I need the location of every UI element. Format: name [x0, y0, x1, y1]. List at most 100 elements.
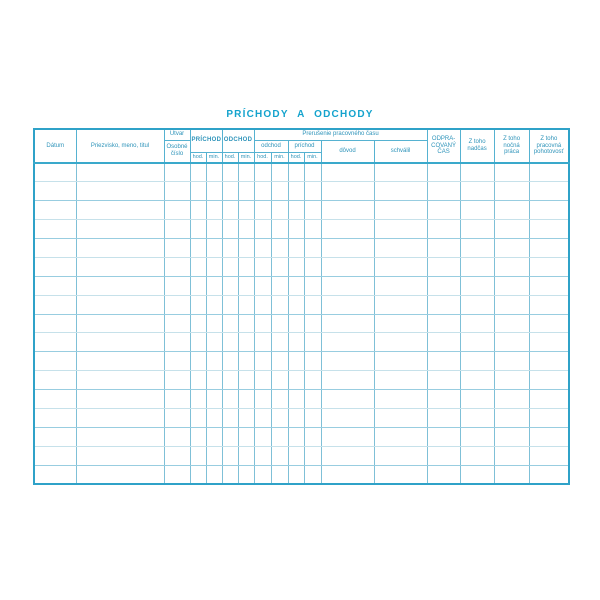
cell-odchod-min	[237, 332, 255, 353]
cell-prerusenie-prichod-hod	[287, 465, 305, 484]
header-datum: Dátum	[33, 128, 77, 164]
cell-z-toho-nadcas	[459, 181, 495, 202]
table-row	[33, 314, 570, 334]
cell-priezvisko	[75, 276, 165, 296]
cell-priezvisko	[75, 332, 165, 353]
cell-odchod-hod	[221, 200, 239, 221]
cell-prichod-hod	[189, 427, 207, 447]
cell-prerusenie-prichod-min	[303, 408, 322, 428]
cell-priezvisko	[75, 370, 165, 390]
cell-prichod-hod	[189, 163, 207, 183]
cell-schvalil	[373, 314, 428, 334]
table-row	[33, 238, 570, 258]
cell-prerusenie-prichod-hod	[287, 257, 305, 277]
cell-odchod-min	[237, 408, 255, 428]
cell-priezvisko	[75, 181, 165, 202]
cell-prerusenie-odchod-hod	[253, 332, 272, 353]
cell-prichod-hod	[189, 332, 207, 353]
cell-odchod-min	[237, 446, 255, 466]
cell-z-toho-nocna-praca	[493, 332, 530, 353]
cell-dovod	[320, 314, 375, 334]
cell-osobne-cislo	[163, 314, 191, 334]
table-row	[33, 200, 570, 221]
cell-schvalil	[373, 389, 428, 409]
cell-odpracovany-cas	[426, 370, 461, 390]
header-prerusenie-prichod-min: min.	[303, 151, 322, 164]
cell-z-toho-nadcas	[459, 370, 495, 390]
cell-osobne-cislo	[163, 446, 191, 466]
cell-prerusenie-odchod-min	[270, 181, 289, 202]
cell-z-toho-pracovna-pohotovost	[528, 276, 570, 296]
header-odchod-min: min.	[237, 151, 255, 164]
cell-datum	[33, 465, 77, 484]
cell-prerusenie-prichod-min	[303, 314, 322, 334]
cell-prerusenie-odchod-min	[270, 257, 289, 277]
header-schvalil: schválil	[373, 139, 428, 164]
cell-schvalil	[373, 370, 428, 390]
cell-prichod-min	[205, 238, 223, 258]
cell-priezvisko	[75, 389, 165, 409]
cell-osobne-cislo	[163, 465, 191, 484]
cell-priezvisko	[75, 446, 165, 466]
cell-schvalil	[373, 219, 428, 239]
table-row	[33, 408, 570, 428]
cell-z-toho-nadcas	[459, 314, 495, 334]
cell-osobne-cislo	[163, 427, 191, 447]
cell-z-toho-nadcas	[459, 427, 495, 447]
table-row	[33, 163, 570, 183]
cell-schvalil	[373, 257, 428, 277]
cell-prerusenie-prichod-hod	[287, 181, 305, 202]
header-osobne-cislo: Osobné číslo	[163, 139, 191, 164]
cell-z-toho-nadcas	[459, 276, 495, 296]
cell-z-toho-pracovna-pohotovost	[528, 351, 570, 372]
cell-z-toho-nocna-praca	[493, 219, 530, 239]
cell-datum	[33, 370, 77, 390]
cell-prichod-min	[205, 181, 223, 202]
cell-prerusenie-odchod-hod	[253, 257, 272, 277]
header-prichod-min: min.	[205, 151, 223, 164]
cell-prerusenie-prichod-min	[303, 295, 322, 315]
cell-dovod	[320, 200, 375, 221]
cell-osobne-cislo	[163, 370, 191, 390]
cell-dovod	[320, 238, 375, 258]
cell-z-toho-pracovna-pohotovost	[528, 200, 570, 221]
cell-dovod	[320, 181, 375, 202]
cell-odchod-hod	[221, 257, 239, 277]
cell-z-toho-nocna-praca	[493, 389, 530, 409]
header-odchod: ODCHOD	[221, 128, 255, 153]
header-priezvisko: Priezvisko, meno, titul	[75, 128, 165, 164]
cell-prerusenie-prichod-min	[303, 370, 322, 390]
cell-dovod	[320, 408, 375, 428]
table-row	[33, 219, 570, 239]
cell-z-toho-nocna-praca	[493, 314, 530, 334]
cell-prichod-hod	[189, 181, 207, 202]
cell-datum	[33, 276, 77, 296]
cell-datum	[33, 238, 77, 258]
cell-odchod-min	[237, 181, 255, 202]
cell-z-toho-nocna-praca	[493, 427, 530, 447]
cell-z-toho-nocna-praca	[493, 370, 530, 390]
cell-z-toho-pracovna-pohotovost	[528, 238, 570, 258]
cell-prerusenie-prichod-min	[303, 219, 322, 239]
cell-priezvisko	[75, 314, 165, 334]
cell-odpracovany-cas	[426, 238, 461, 258]
cell-odpracovany-cas	[426, 446, 461, 466]
header-prerusenie-odchod: odchod	[253, 139, 289, 153]
header-utvar: Útvar	[163, 128, 191, 141]
table-row	[33, 370, 570, 390]
cell-prichod-min	[205, 163, 223, 183]
cell-z-toho-nocna-praca	[493, 446, 530, 466]
cell-z-toho-nocna-praca	[493, 351, 530, 372]
cell-odchod-min	[237, 295, 255, 315]
cell-schvalil	[373, 446, 428, 466]
cell-dovod	[320, 427, 375, 447]
header-z-toho-nocna-praca: Z toho nočná práca	[493, 128, 530, 164]
cell-odchod-hod	[221, 295, 239, 315]
cell-osobne-cislo	[163, 257, 191, 277]
cell-datum	[33, 257, 77, 277]
cell-datum	[33, 427, 77, 447]
form-table-body	[33, 163, 570, 484]
cell-prerusenie-prichod-min	[303, 238, 322, 258]
cell-z-toho-nocna-praca	[493, 163, 530, 183]
